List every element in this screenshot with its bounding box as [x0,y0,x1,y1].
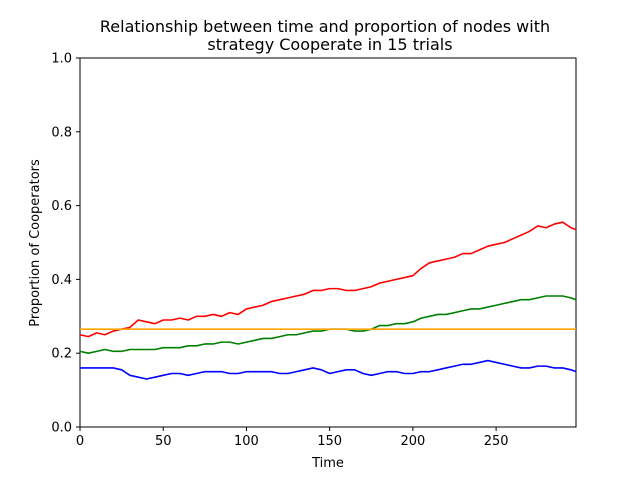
x-tick-label: 100 [234,434,259,449]
x-tick-label: 200 [400,434,425,449]
plot-area [79,57,577,428]
series-layer [79,221,577,380]
y-axis-label: Proportion of Cooperators [28,159,43,327]
series-line-1 [79,221,577,338]
plot-frame [79,57,577,428]
y-tick-label: 1.0 [51,52,72,67]
y-axis: 0.0 0.2 0.4 0.6 0.8 1.0 [51,52,80,436]
chart-title-line-2: strategy Cooperate in 15 trials [207,35,452,54]
y-tick-label: 0.8 [51,125,72,140]
y-tick-label: 0.2 [51,347,72,362]
x-axis: 0 50 100 150 200 250 [76,427,509,449]
x-tick-label: 250 [484,434,509,449]
series-line-3 [80,359,577,380]
y-tick-label: 0.6 [51,199,72,214]
y-tick-label: 0.0 [51,421,72,436]
y-tick-label: 0.4 [51,273,72,288]
x-axis-label: Time [311,456,344,471]
x-tick-label: 50 [155,434,172,449]
x-tick-label: 0 [76,434,84,449]
x-tick-label: 150 [317,434,342,449]
chart-title-line-1: Relationship between time and proportion… [100,17,550,36]
